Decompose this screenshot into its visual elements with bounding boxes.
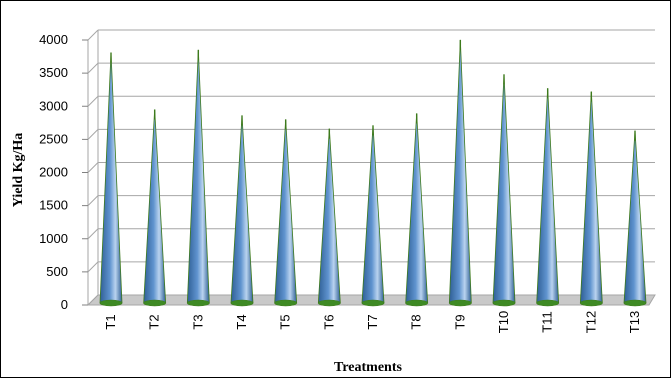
cone-base <box>449 299 472 307</box>
cone-base <box>405 299 428 307</box>
x-tick-label: T7 <box>365 314 380 329</box>
cone-bar <box>536 88 560 307</box>
gridline-diag <box>87 228 99 240</box>
cone-body <box>186 49 210 304</box>
x-tick-label: T8 <box>409 314 424 329</box>
cone-body <box>99 52 123 304</box>
cone-body <box>448 39 472 304</box>
y-tick-label: 0 <box>61 297 68 312</box>
x-axis-title: Treatments <box>334 360 402 375</box>
cone-series <box>99 39 647 307</box>
cone-base <box>492 299 516 307</box>
cone-body <box>579 91 603 304</box>
gridline-diag <box>87 95 99 107</box>
y-tick-label: 3500 <box>39 65 68 80</box>
gridline-diag <box>87 195 99 206</box>
x-tick-label: T11 <box>540 311 555 332</box>
cone-base <box>230 299 254 307</box>
cone-body <box>492 74 516 304</box>
x-tick-label: T12 <box>583 311 598 333</box>
x-tick-label: T2 <box>147 314 162 329</box>
cone-base <box>623 299 647 307</box>
x-tick-label: T9 <box>452 314 467 329</box>
cone-base <box>143 299 166 307</box>
y-axis-ticks: 0 500 1000 1500 2000 2500 3000 3500 4000 <box>39 32 88 312</box>
gridline-diag <box>87 29 99 41</box>
cone-body <box>230 115 254 304</box>
cone-bar <box>405 113 429 307</box>
x-axis-ticks: T1 T2 T3 T4 T5 T6 T7 T8 T9 T10 T11 T12 T13 <box>103 311 642 333</box>
x-tick-label: T1 <box>103 314 118 329</box>
cone-bar <box>579 91 603 307</box>
y-tick-label: 500 <box>46 264 68 279</box>
cone-bar <box>361 125 385 307</box>
cone-bar <box>99 52 123 307</box>
x-tick-label: T4 <box>234 314 249 329</box>
x-tick-label: T13 <box>627 311 642 333</box>
x-tick-label: T10 <box>496 311 511 333</box>
y-tick-label: 4000 <box>39 32 68 47</box>
gridline-diag <box>87 162 99 173</box>
cone-base <box>536 299 559 307</box>
y-tick-label: 2500 <box>39 131 68 146</box>
cone-base <box>99 299 123 307</box>
cone-base <box>361 299 385 307</box>
cone-bar <box>230 115 254 307</box>
gridline-diag <box>87 261 99 273</box>
cone-bar <box>143 109 167 307</box>
gridline-diag <box>87 294 99 306</box>
cone-body <box>623 130 647 304</box>
y-tick-label: 1500 <box>39 198 68 213</box>
x-tick-label: T5 <box>278 314 293 329</box>
gridline-diag <box>87 62 99 74</box>
cone-body <box>317 128 341 304</box>
y-axis-title: Yield Kg/Ha <box>11 133 26 208</box>
x-tick-label: T6 <box>321 314 336 329</box>
cone-body <box>361 125 385 304</box>
cone-bar <box>492 74 516 307</box>
cone-bar <box>186 49 210 307</box>
cone-bar <box>448 39 472 307</box>
cone-body <box>405 113 429 304</box>
cone-base <box>318 299 341 307</box>
cone-body <box>274 119 298 304</box>
cone-bar <box>274 119 298 307</box>
cone-base <box>274 299 297 307</box>
cone-base <box>580 299 603 307</box>
y-tick-label: 3000 <box>39 98 68 113</box>
y-tick-label: 2000 <box>39 165 68 180</box>
cone-base <box>187 299 210 307</box>
cone-body <box>143 109 167 304</box>
x-tick-label: T3 <box>190 314 205 329</box>
gridline-diag <box>87 129 99 140</box>
cone-bar <box>623 130 647 307</box>
y-tick-label: 1000 <box>39 231 68 246</box>
cone-bar <box>317 128 341 307</box>
